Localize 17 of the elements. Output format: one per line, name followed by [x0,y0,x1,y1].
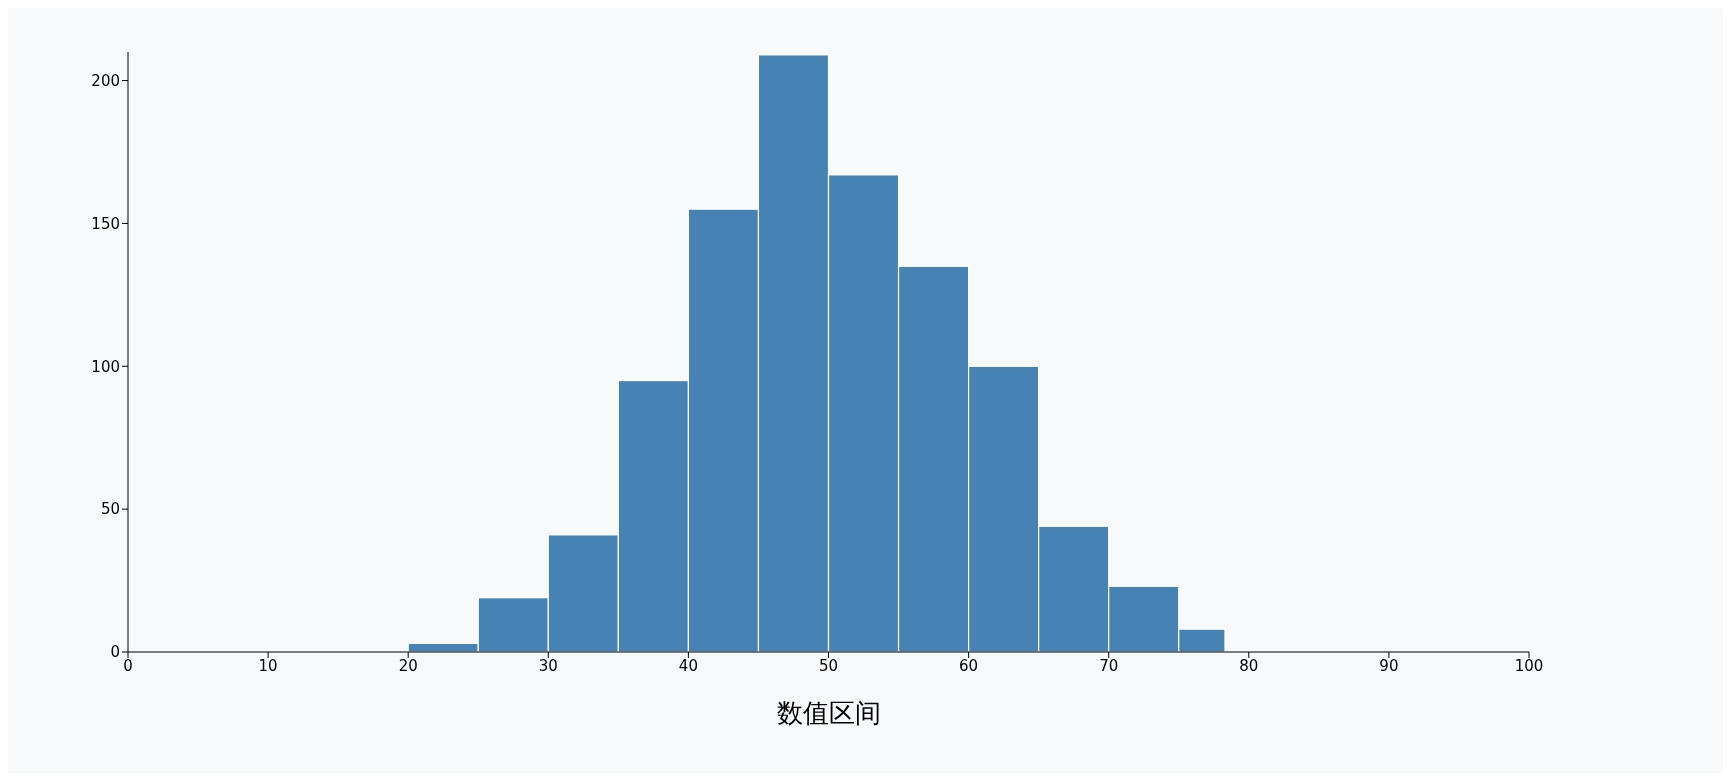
x-axis-title: 数值区间 [776,698,881,728]
y-tick-label: 0 [110,643,120,662]
x-tick-label: 90 [1379,656,1399,675]
x-tick-label: 20 [398,656,418,675]
x-tick-label: 70 [1099,656,1119,675]
x-tick-label: 30 [538,656,558,675]
y-tick-label: 50 [100,500,120,519]
y-tick-label: 100 [91,357,120,376]
x-tick-label: 0 [123,656,133,675]
y-tick-label: 200 [91,71,120,90]
y-tick-label: 150 [91,214,120,233]
x-tick-label: 60 [959,656,979,675]
x-tick-label: 40 [678,656,698,675]
x-tick-label: 10 [258,656,278,675]
x-tick-label: 80 [1239,656,1259,675]
x-tick-label: 100 [1514,656,1544,675]
x-tick-label: 50 [818,656,839,675]
